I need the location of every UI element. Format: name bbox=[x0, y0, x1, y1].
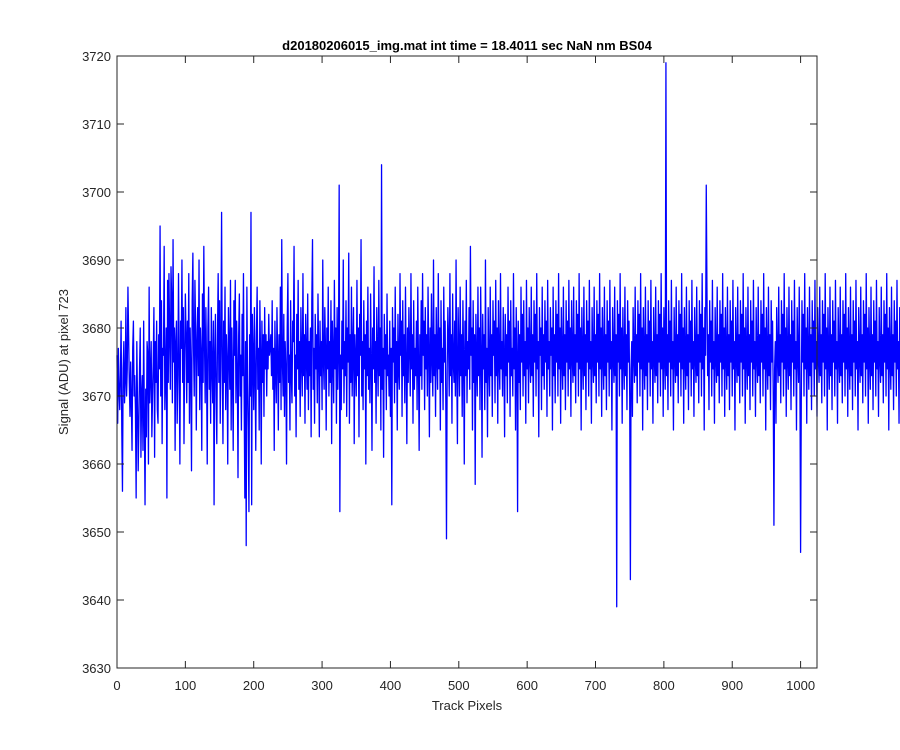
x-tick-label: 900 bbox=[721, 678, 743, 693]
x-tick-label: 1000 bbox=[786, 678, 815, 693]
y-tick-label: 3710 bbox=[82, 117, 111, 132]
y-tick-label: 3690 bbox=[82, 253, 111, 268]
chart-title: d20180206015_img.mat int time = 18.4011 … bbox=[282, 38, 652, 53]
y-tick-label: 3660 bbox=[82, 457, 111, 472]
y-tick-label: 3720 bbox=[82, 49, 111, 64]
y-tick-label: 3670 bbox=[82, 389, 111, 404]
axes-box bbox=[116, 55, 818, 669]
x-tick-label: 500 bbox=[448, 678, 470, 693]
x-axis-ticks: 0 100 200 300 400 500 600 700 800 900 1000 bbox=[113, 56, 815, 693]
x-tick-label: 0 bbox=[113, 678, 120, 693]
x-tick-label: 100 bbox=[175, 678, 197, 693]
x-axis-label: Track Pixels bbox=[432, 698, 503, 713]
x-tick-label: 200 bbox=[243, 678, 265, 693]
y-tick-label: 3700 bbox=[82, 185, 111, 200]
series-layer bbox=[116, 62, 900, 608]
series-line bbox=[116, 62, 900, 608]
x-tick-label: 700 bbox=[585, 678, 607, 693]
x-tick-label: 600 bbox=[516, 678, 538, 693]
y-tick-label: 3640 bbox=[82, 593, 111, 608]
y-axis-label: Signal (ADU) at pixel 723 bbox=[56, 289, 71, 435]
y-tick-label: 3650 bbox=[82, 525, 111, 540]
x-tick-label: 300 bbox=[311, 678, 333, 693]
y-axis-ticks: 3630 3640 3650 3660 3670 3680 3690 3700 3710 3720 bbox=[82, 49, 817, 676]
x-tick-label: 400 bbox=[380, 678, 402, 693]
y-tick-label: 3680 bbox=[82, 321, 111, 336]
y-tick-label: 3630 bbox=[82, 661, 111, 676]
x-tick-label: 800 bbox=[653, 678, 675, 693]
